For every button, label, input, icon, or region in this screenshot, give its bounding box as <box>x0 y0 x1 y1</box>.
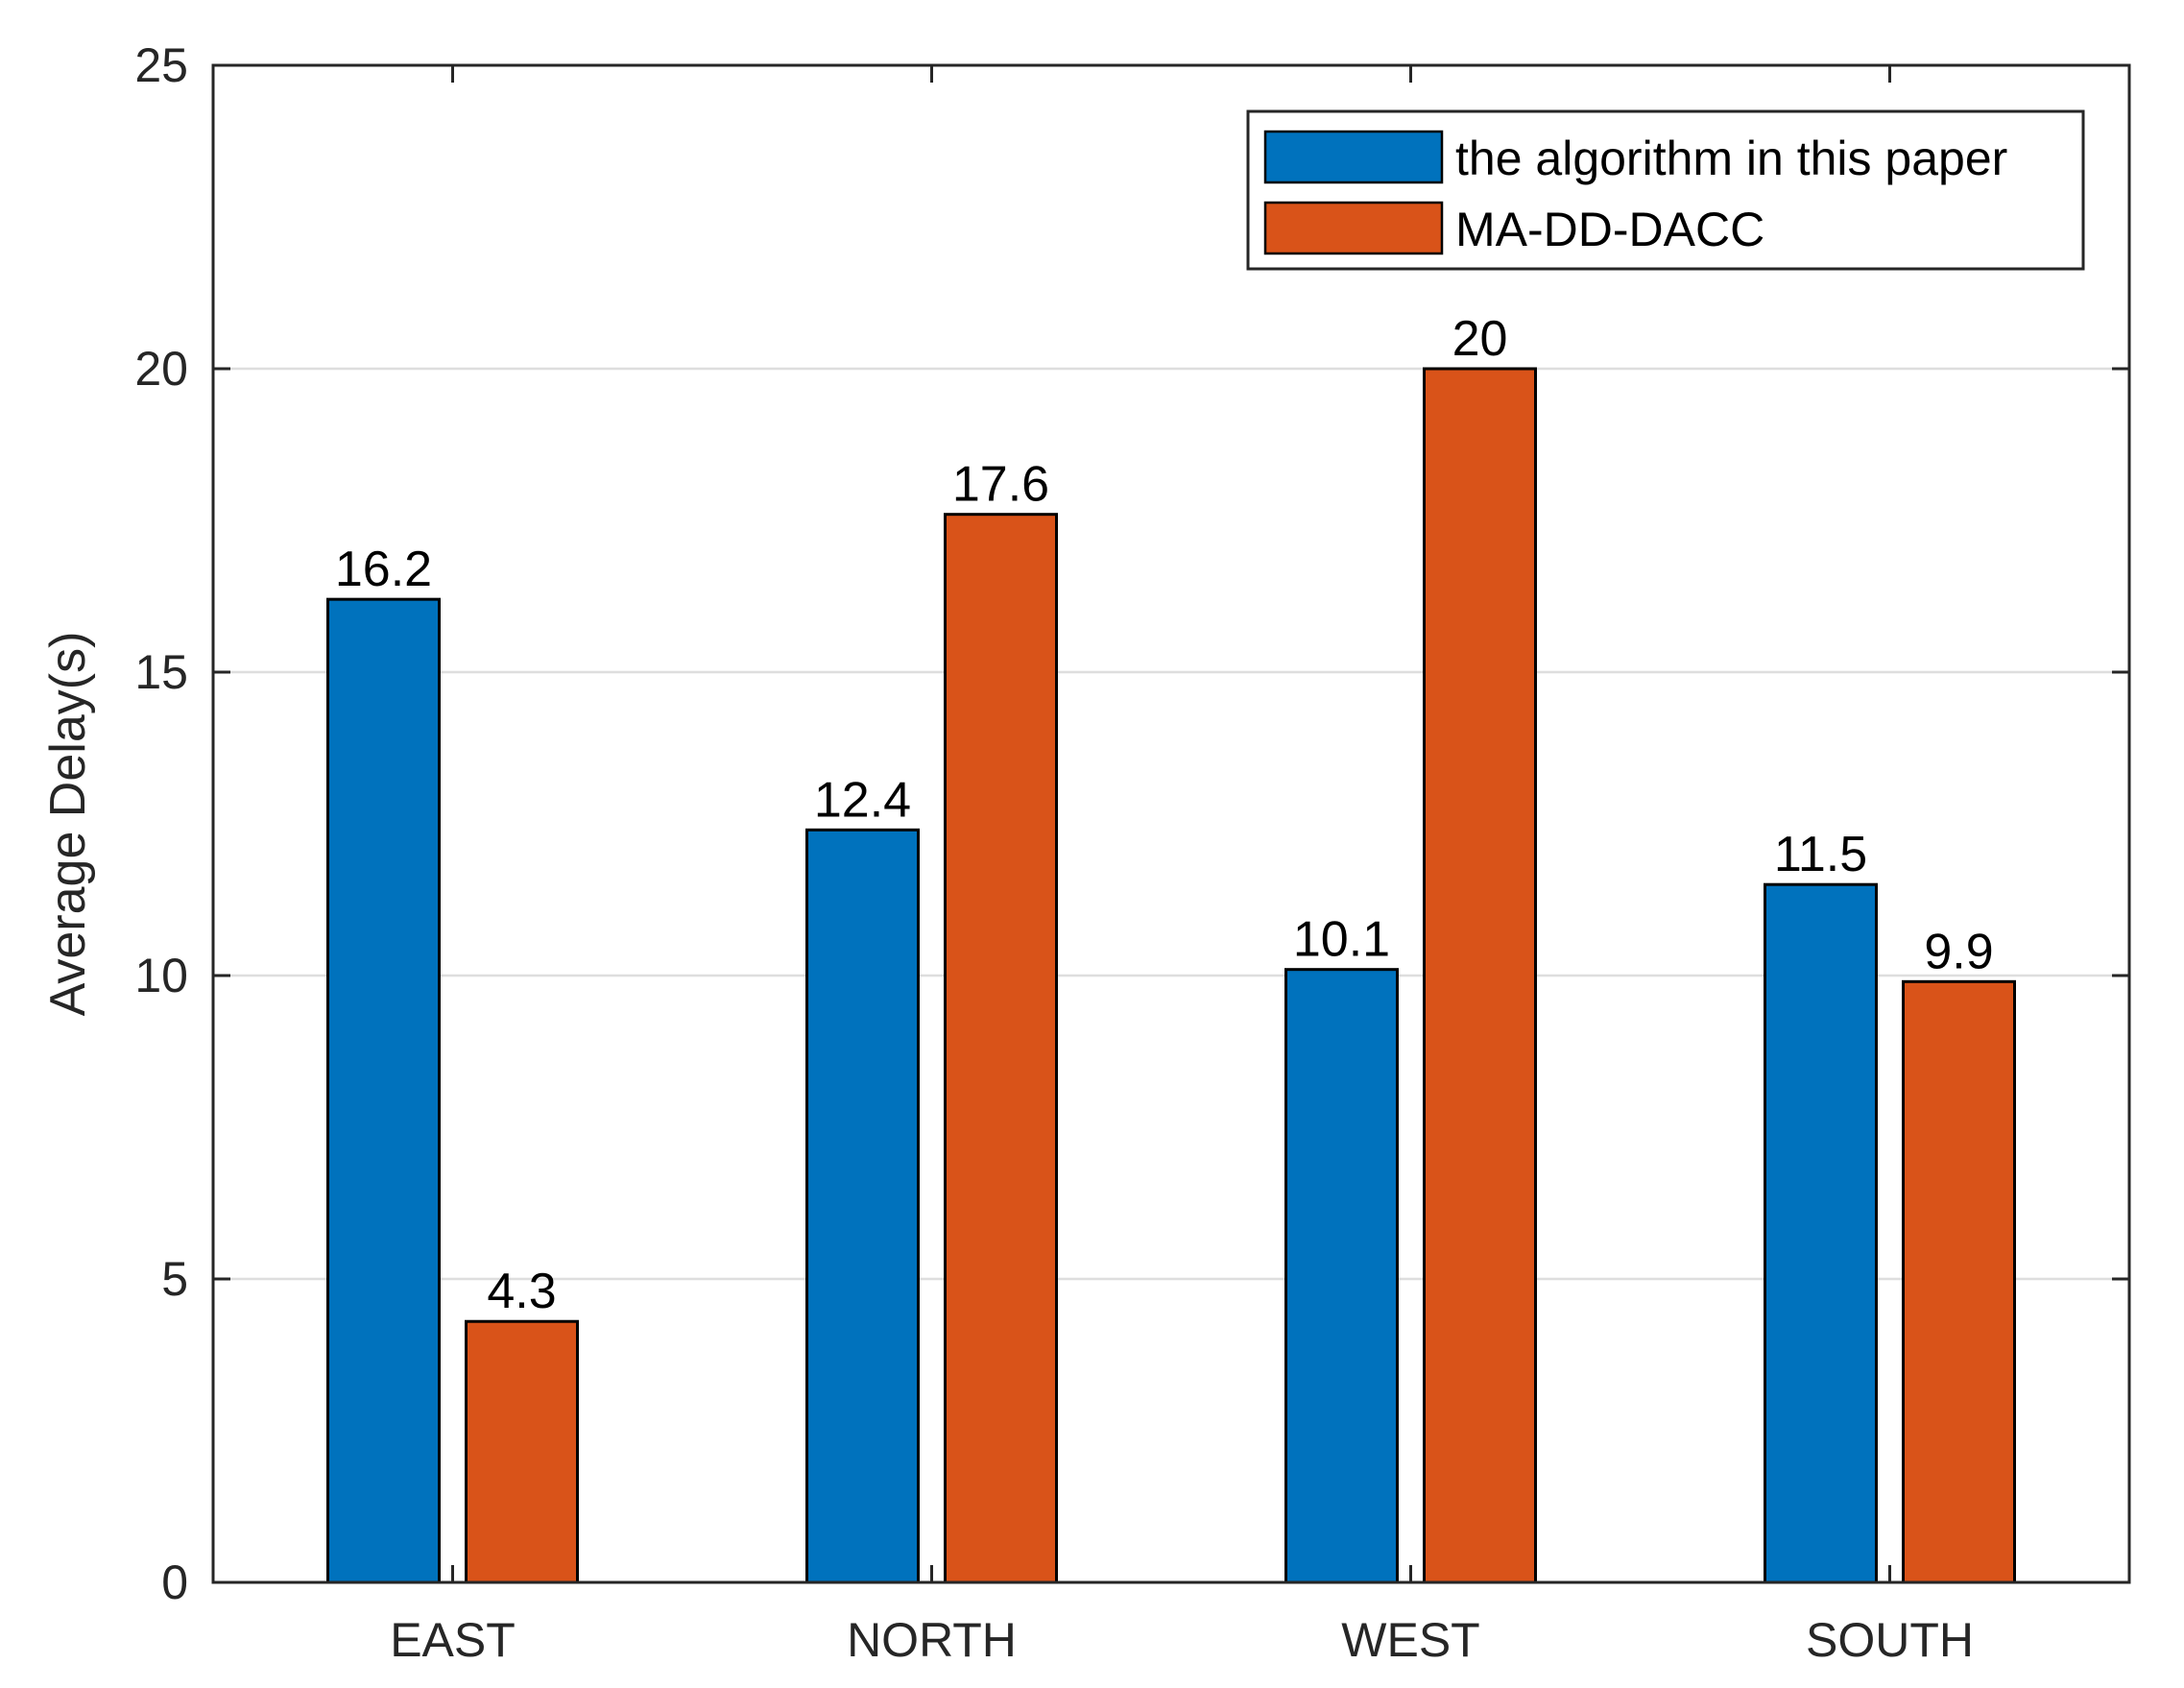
legend-item-series-2: MA-DD-DACC <box>1263 201 1764 256</box>
tick-layer <box>213 63 2129 1584</box>
data-label-series-2-west: 20 <box>1452 311 1508 367</box>
data-label-series-1-east: 16.2 <box>335 542 432 597</box>
x-tick-labels: EAST NORTH WEST SOUTH <box>390 1613 1974 1667</box>
bar-series-2-east <box>465 1319 579 1584</box>
bar-series-1-east <box>326 597 441 1584</box>
bar-series-1-south <box>1764 882 1878 1584</box>
x-tick-label-east: EAST <box>390 1613 516 1667</box>
legend-item-series-1: the algorithm in this paper <box>1263 130 2007 185</box>
data-label-layer: 16.2 12.4 10.1 11.5 4.3 17.6 20 9.9 <box>335 311 1994 1319</box>
bar-layer <box>326 367 2016 1584</box>
y-tick-label: 15 <box>134 645 188 699</box>
data-label-series-2-east: 4.3 <box>487 1264 556 1319</box>
data-label-series-1-north: 12.4 <box>814 772 911 828</box>
y-tick-label: 25 <box>134 38 188 92</box>
legend: the algorithm in this paper MA-DD-DACC <box>1246 109 2085 271</box>
y-tick-label: 10 <box>134 949 188 1002</box>
data-label-series-1-west: 10.1 <box>1293 912 1390 968</box>
y-tick-label: 20 <box>134 342 188 396</box>
x-tick-label-west: WEST <box>1341 1613 1479 1667</box>
y-axis-title: Average Delay(s) <box>40 632 96 1017</box>
y-tick-labels: 0 5 10 15 20 25 <box>134 38 188 1609</box>
bar-series-2-south <box>1902 979 2016 1584</box>
data-label-series-2-south: 9.9 <box>1924 924 1993 979</box>
x-tick-label-south: SOUTH <box>1806 1613 1974 1667</box>
y-tick-label: 5 <box>161 1252 188 1306</box>
bar-series-2-north <box>944 513 1058 1584</box>
bar-series-1-north <box>805 828 920 1584</box>
legend-swatch-series-2 <box>1263 201 1444 255</box>
data-label-series-2-north: 17.6 <box>952 457 1049 513</box>
plot-frame <box>211 63 2131 1584</box>
x-tick-label-north: NORTH <box>847 1613 1017 1667</box>
bar-series-1-west <box>1284 968 1399 1584</box>
y-tick-label: 0 <box>161 1555 188 1609</box>
legend-label-series-2: MA-DD-DACC <box>1455 203 1764 256</box>
legend-label-series-1: the algorithm in this paper <box>1455 132 2007 185</box>
data-label-series-1-south: 11.5 <box>1774 827 1867 882</box>
legend-swatch-series-1 <box>1263 130 1444 184</box>
bar-series-2-west <box>1423 367 1537 1584</box>
